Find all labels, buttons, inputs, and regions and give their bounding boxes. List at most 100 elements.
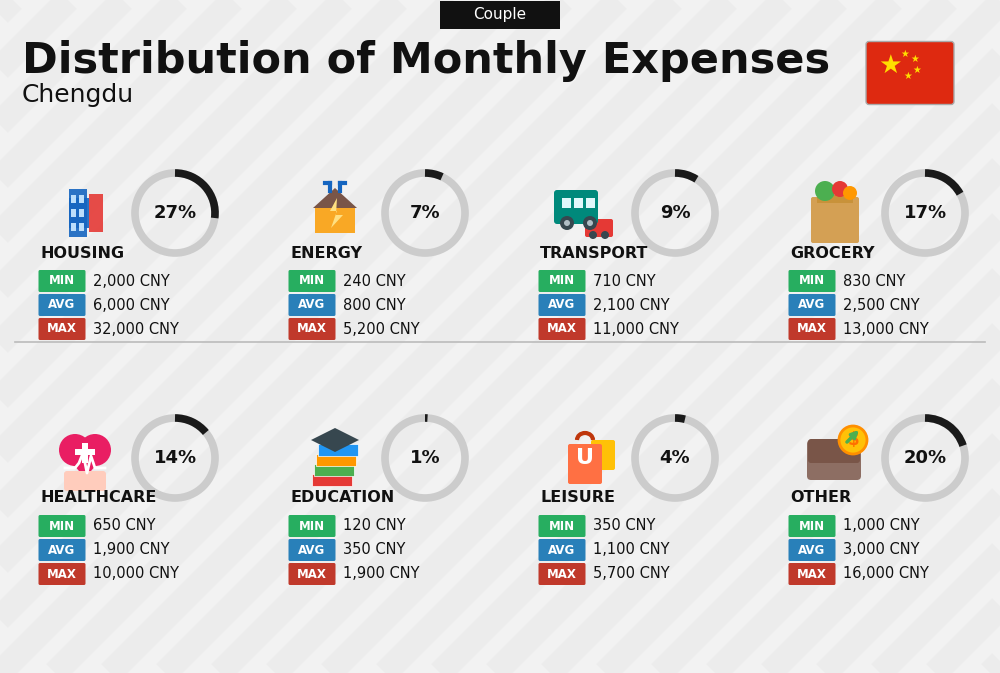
Text: GROCERY: GROCERY	[790, 246, 874, 260]
Text: U: U	[576, 448, 594, 468]
Circle shape	[843, 186, 857, 200]
FancyBboxPatch shape	[788, 563, 836, 585]
Text: MIN: MIN	[549, 275, 575, 287]
Text: AVG: AVG	[798, 299, 826, 312]
Text: OTHER: OTHER	[790, 491, 851, 505]
FancyBboxPatch shape	[75, 449, 95, 455]
Text: 4%: 4%	[660, 449, 690, 467]
FancyBboxPatch shape	[71, 223, 76, 231]
Text: 1,000 CNY: 1,000 CNY	[843, 518, 920, 534]
Text: 1,900 CNY: 1,900 CNY	[343, 567, 420, 581]
Text: Couple: Couple	[473, 7, 527, 22]
Text: MIN: MIN	[49, 275, 75, 287]
FancyBboxPatch shape	[288, 539, 336, 561]
FancyBboxPatch shape	[79, 195, 84, 203]
FancyBboxPatch shape	[318, 444, 358, 456]
FancyBboxPatch shape	[64, 471, 106, 491]
Text: 120 CNY: 120 CNY	[343, 518, 406, 534]
FancyBboxPatch shape	[807, 440, 861, 480]
Text: 6,000 CNY: 6,000 CNY	[93, 297, 170, 312]
Circle shape	[583, 216, 597, 230]
Text: MIN: MIN	[49, 520, 75, 532]
FancyBboxPatch shape	[38, 270, 86, 292]
Text: 240 CNY: 240 CNY	[343, 273, 406, 289]
Text: 13,000 CNY: 13,000 CNY	[843, 322, 929, 336]
Text: MAX: MAX	[797, 567, 827, 581]
FancyBboxPatch shape	[538, 318, 586, 340]
Text: 32,000 CNY: 32,000 CNY	[93, 322, 179, 336]
Text: 650 CNY: 650 CNY	[93, 518, 156, 534]
Text: MAX: MAX	[547, 322, 577, 336]
Polygon shape	[330, 198, 343, 228]
FancyBboxPatch shape	[89, 194, 103, 232]
Circle shape	[839, 426, 867, 454]
FancyBboxPatch shape	[788, 294, 836, 316]
Text: AVG: AVG	[298, 299, 326, 312]
Text: 5,700 CNY: 5,700 CNY	[593, 567, 670, 581]
FancyBboxPatch shape	[314, 464, 354, 476]
Text: Chengdu: Chengdu	[22, 83, 134, 107]
Text: ★: ★	[901, 49, 909, 59]
FancyBboxPatch shape	[71, 209, 76, 217]
Text: 350 CNY: 350 CNY	[343, 542, 405, 557]
Text: AVG: AVG	[48, 544, 76, 557]
Text: AVG: AVG	[548, 299, 576, 312]
Text: HOUSING: HOUSING	[40, 246, 124, 260]
Circle shape	[832, 181, 848, 197]
FancyBboxPatch shape	[312, 474, 352, 486]
Text: 2,000 CNY: 2,000 CNY	[93, 273, 170, 289]
FancyBboxPatch shape	[38, 294, 86, 316]
FancyBboxPatch shape	[811, 197, 859, 243]
FancyBboxPatch shape	[808, 439, 860, 463]
Text: 350 CNY: 350 CNY	[593, 518, 655, 534]
Text: MAX: MAX	[47, 567, 77, 581]
Text: 16,000 CNY: 16,000 CNY	[843, 567, 929, 581]
Text: ★: ★	[878, 53, 902, 79]
Text: AVG: AVG	[548, 544, 576, 557]
Text: MIN: MIN	[299, 520, 325, 532]
Text: 830 CNY: 830 CNY	[843, 273, 905, 289]
FancyBboxPatch shape	[288, 270, 336, 292]
FancyBboxPatch shape	[788, 539, 836, 561]
FancyBboxPatch shape	[288, 318, 336, 340]
FancyBboxPatch shape	[38, 515, 86, 537]
FancyBboxPatch shape	[38, 539, 86, 561]
Text: 10,000 CNY: 10,000 CNY	[93, 567, 179, 581]
Text: 11,000 CNY: 11,000 CNY	[593, 322, 679, 336]
FancyBboxPatch shape	[788, 270, 836, 292]
FancyBboxPatch shape	[538, 270, 586, 292]
Text: EDUCATION: EDUCATION	[290, 491, 394, 505]
Text: AVG: AVG	[298, 544, 326, 557]
Text: ★: ★	[904, 71, 912, 81]
FancyBboxPatch shape	[585, 219, 613, 237]
Text: AVG: AVG	[48, 299, 76, 312]
Text: 1,900 CNY: 1,900 CNY	[93, 542, 170, 557]
FancyBboxPatch shape	[538, 515, 586, 537]
Text: 27%: 27%	[153, 204, 197, 222]
Circle shape	[79, 434, 111, 466]
Circle shape	[587, 220, 593, 226]
FancyBboxPatch shape	[71, 195, 76, 203]
Text: 20%: 20%	[903, 449, 947, 467]
FancyBboxPatch shape	[79, 209, 84, 217]
FancyBboxPatch shape	[288, 515, 336, 537]
FancyBboxPatch shape	[574, 198, 583, 208]
Text: MAX: MAX	[297, 322, 327, 336]
FancyBboxPatch shape	[69, 198, 89, 228]
FancyBboxPatch shape	[79, 223, 84, 231]
Circle shape	[601, 231, 609, 239]
Text: 7%: 7%	[410, 204, 440, 222]
Text: 1%: 1%	[410, 449, 440, 467]
Text: ★: ★	[911, 54, 919, 64]
FancyBboxPatch shape	[538, 563, 586, 585]
FancyBboxPatch shape	[866, 42, 954, 104]
Text: AVG: AVG	[798, 544, 826, 557]
Text: ENERGY: ENERGY	[290, 246, 362, 260]
Text: Distribution of Monthly Expenses: Distribution of Monthly Expenses	[22, 40, 830, 82]
FancyBboxPatch shape	[316, 454, 356, 466]
Text: MIN: MIN	[799, 520, 825, 532]
Circle shape	[589, 231, 597, 239]
Polygon shape	[313, 188, 357, 208]
Text: MAX: MAX	[547, 567, 577, 581]
Text: 1,100 CNY: 1,100 CNY	[593, 542, 670, 557]
